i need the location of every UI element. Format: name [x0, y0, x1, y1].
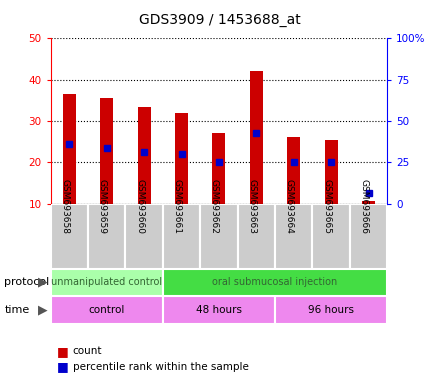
Bar [125, 204, 163, 269]
Bar [138, 106, 150, 204]
Text: ▶: ▶ [38, 276, 48, 289]
Text: GDS3909 / 1453688_at: GDS3909 / 1453688_at [139, 13, 301, 27]
Text: ▶: ▶ [38, 304, 48, 316]
Text: 96 hours: 96 hours [308, 305, 354, 315]
Text: GSM693663: GSM693663 [247, 179, 256, 234]
Text: oral submucosal injection: oral submucosal injection [213, 277, 337, 287]
Text: GSM693661: GSM693661 [172, 179, 181, 234]
Bar [163, 269, 387, 296]
Text: protocol: protocol [4, 277, 50, 287]
Text: ■: ■ [57, 345, 69, 358]
Bar [163, 204, 200, 269]
Text: GSM693665: GSM693665 [322, 179, 331, 234]
Text: GSM693664: GSM693664 [285, 179, 294, 234]
Text: ■: ■ [57, 360, 69, 373]
Text: 48 hours: 48 hours [196, 305, 242, 315]
Bar [362, 202, 375, 204]
Bar [51, 269, 163, 296]
Bar [238, 204, 275, 269]
Text: GSM693660: GSM693660 [135, 179, 144, 234]
Bar [213, 133, 225, 204]
Bar [51, 296, 163, 324]
Text: GSM693658: GSM693658 [60, 179, 70, 234]
Text: time: time [4, 305, 29, 315]
Text: GSM693666: GSM693666 [359, 179, 368, 234]
Bar [275, 296, 387, 324]
Text: GSM693659: GSM693659 [98, 179, 107, 234]
Bar [325, 139, 337, 204]
Bar [275, 204, 312, 269]
Bar [312, 204, 350, 269]
Text: percentile rank within the sample: percentile rank within the sample [73, 362, 249, 372]
Bar [350, 204, 387, 269]
Text: control: control [88, 305, 125, 315]
Bar [100, 98, 113, 204]
Bar [63, 94, 76, 204]
Bar [287, 137, 300, 204]
Bar [51, 204, 88, 269]
Bar [175, 113, 188, 204]
Text: unmanipulated control: unmanipulated control [51, 277, 162, 287]
Text: count: count [73, 346, 102, 356]
Bar [163, 296, 275, 324]
Bar [200, 204, 238, 269]
Text: GSM693662: GSM693662 [210, 179, 219, 234]
Bar [250, 71, 263, 204]
Bar [88, 204, 125, 269]
